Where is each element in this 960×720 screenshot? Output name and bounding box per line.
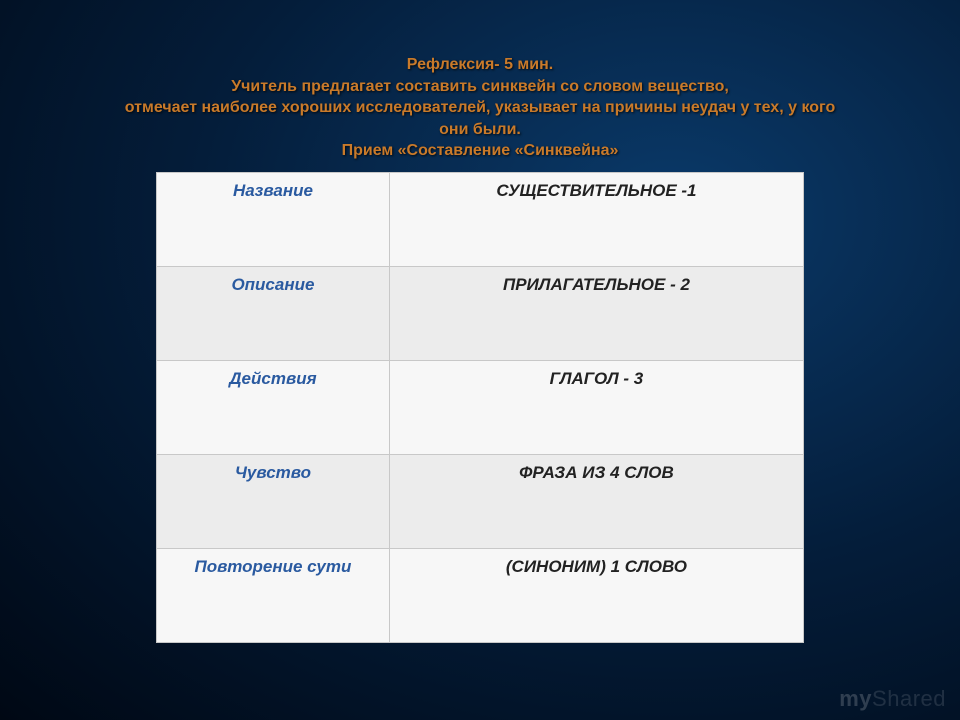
row-label: Название [157, 172, 390, 266]
row-value: ГЛАГОЛ - 3 [389, 360, 803, 454]
table-row: Повторение сути (СИНОНИМ) 1 СЛОВО [157, 548, 804, 642]
row-value: (СИНОНИМ) 1 СЛОВО [389, 548, 803, 642]
title-line: они были. [60, 119, 900, 141]
table-row: Действия ГЛАГОЛ - 3 [157, 360, 804, 454]
title-line: Учитель предлагает составить синквейн со… [60, 76, 900, 98]
watermark: myShared [839, 686, 946, 712]
slide-title: Рефлексия- 5 мин. Учитель предлагает сос… [0, 0, 960, 172]
title-line: отмечает наиболее хороших исследователей… [60, 97, 900, 119]
title-line: Прием «Составление «Синквейна» [60, 140, 900, 162]
table-row: Описание ПРИЛАГАТЕЛЬНОЕ - 2 [157, 266, 804, 360]
cinquain-table: Название СУЩЕСТВИТЕЛЬНОЕ -1 Описание ПРИ… [156, 172, 804, 643]
row-value: ФРАЗА ИЗ 4 СЛОВ [389, 454, 803, 548]
row-label: Повторение сути [157, 548, 390, 642]
title-line: Рефлексия- 5 мин. [60, 54, 900, 76]
table-row: Название СУЩЕСТВИТЕЛЬНОЕ -1 [157, 172, 804, 266]
row-value: ПРИЛАГАТЕЛЬНОЕ - 2 [389, 266, 803, 360]
row-label: Описание [157, 266, 390, 360]
row-label: Чувство [157, 454, 390, 548]
row-value: СУЩЕСТВИТЕЛЬНОЕ -1 [389, 172, 803, 266]
table-row: Чувство ФРАЗА ИЗ 4 СЛОВ [157, 454, 804, 548]
watermark-suffix: Shared [872, 686, 946, 711]
row-label: Действия [157, 360, 390, 454]
watermark-prefix: my [839, 686, 872, 711]
